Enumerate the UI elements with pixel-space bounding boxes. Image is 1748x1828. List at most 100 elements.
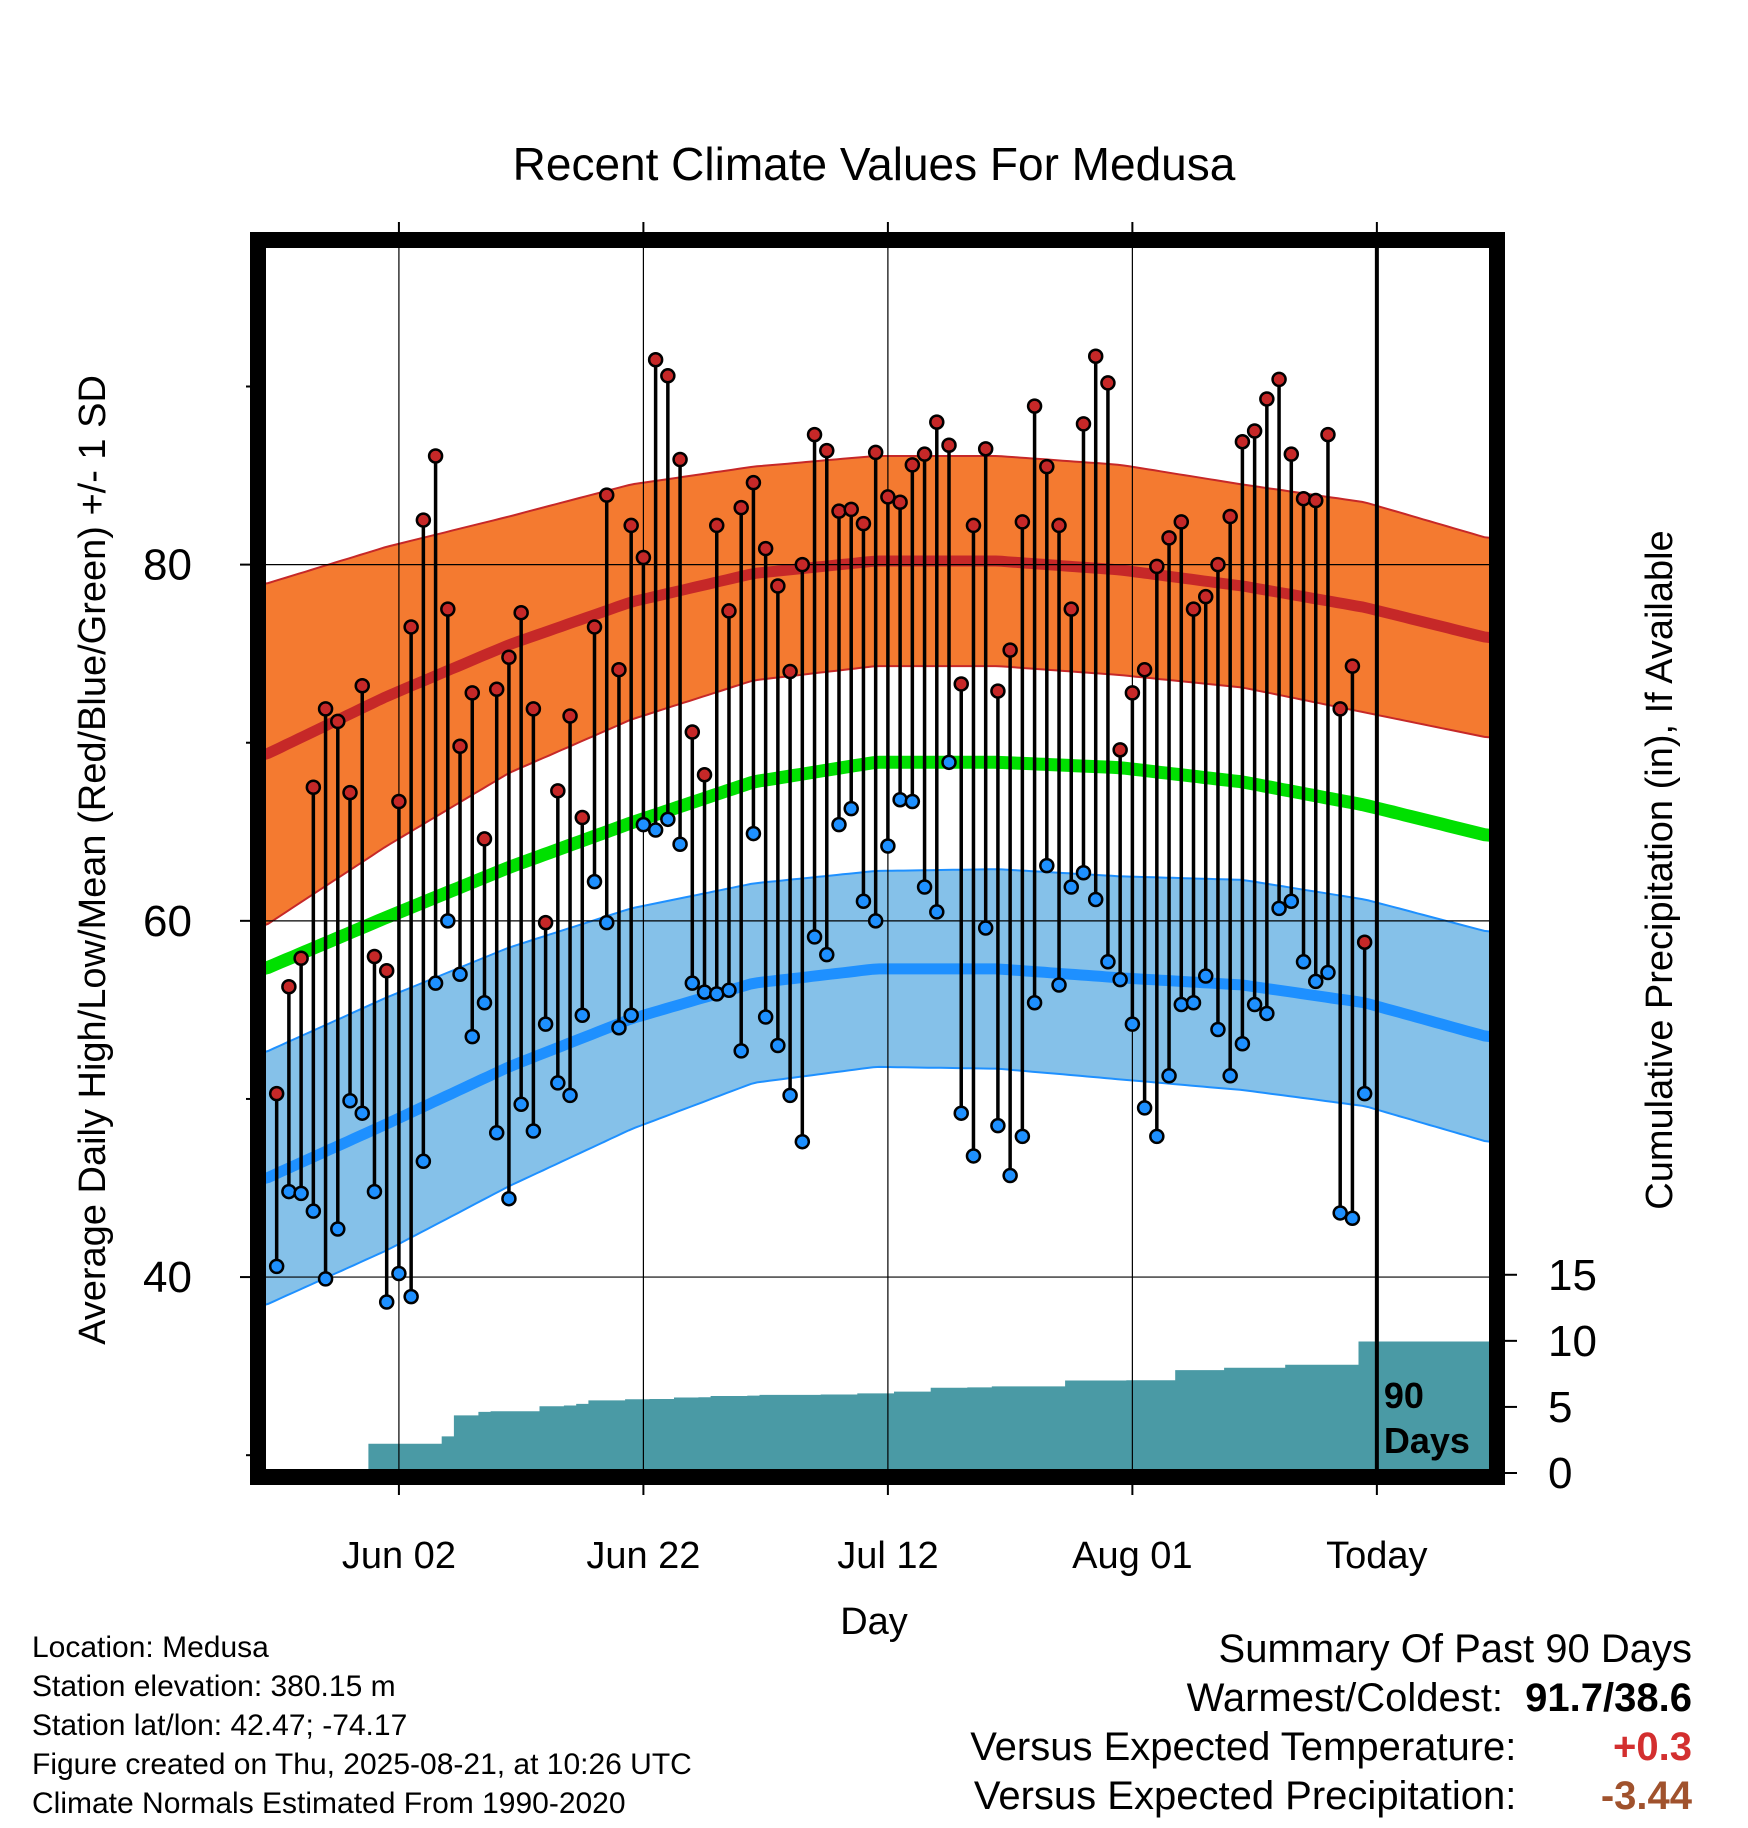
daily-high-point <box>929 414 945 430</box>
daily-high-point <box>1283 446 1300 462</box>
daily-high-point <box>708 517 725 534</box>
daily-low-point <box>1136 1100 1153 1116</box>
daily-high-point <box>586 619 603 635</box>
figure-created: Figure created on Thu, 2025-08-21, at 10… <box>32 1748 692 1781</box>
daily-high-point <box>354 677 370 694</box>
daily-high-point <box>843 501 859 518</box>
daily-high-point <box>831 503 847 519</box>
plot-frame <box>250 232 1505 1485</box>
daily-high-point <box>598 487 615 503</box>
daily-low-point <box>391 1265 407 1282</box>
daily-high-point <box>1014 514 1031 530</box>
daily-high-point <box>635 549 652 566</box>
daily-high-point <box>1234 433 1251 450</box>
daily-low-point <box>440 913 456 929</box>
temp-departure-label: Versus Expected Temperature: <box>970 1725 1517 1769</box>
daily-low-point <box>1210 1021 1226 1038</box>
daily-high-point <box>1210 556 1226 573</box>
daily-high-point <box>1124 685 1141 701</box>
daily-low-point <box>941 754 957 771</box>
daily-high-point <box>660 368 676 384</box>
daily-low-point <box>1283 893 1300 909</box>
daily-high-point <box>403 619 419 635</box>
daily-low-point <box>342 1092 358 1109</box>
daily-low-point <box>281 1183 297 1200</box>
daily-low-point <box>293 1185 309 1202</box>
daily-low-point <box>1161 1068 1177 1084</box>
daily-low-point <box>1051 977 1067 993</box>
daily-low-point <box>929 904 945 920</box>
y-tick-label: 60 <box>143 897 192 946</box>
y2-tick-label: 0 <box>1548 1449 1572 1498</box>
daily-low-point <box>721 982 737 999</box>
daily-low-point <box>1002 1167 1018 1184</box>
daily-low-point <box>464 1028 481 1045</box>
x-tick-label: Jun 02 <box>342 1535 456 1577</box>
y2-axis-label: Cumulative Precipitation (in), If Availa… <box>1639 530 1681 1209</box>
daily-high-point <box>1026 398 1043 414</box>
daily-high-point <box>1344 658 1361 674</box>
daily-low-point <box>855 893 872 909</box>
daily-low-point <box>806 929 823 945</box>
daily-low-point <box>965 1148 982 1164</box>
low-normal-band <box>262 868 1492 1307</box>
daily-high-point <box>330 713 346 730</box>
daily-high-point <box>867 444 884 461</box>
daily-high-point <box>782 663 798 680</box>
daily-low-point <box>647 822 664 838</box>
chart-title: Recent Climate Values For Medusa <box>513 138 1236 190</box>
daily-high-point <box>819 442 835 459</box>
daily-high-point <box>672 451 688 468</box>
daily-low-point <box>867 913 884 929</box>
today-marker-label: 90 <box>1384 1375 1424 1416</box>
daily-low-point <box>1344 1210 1361 1227</box>
daily-high-point <box>1259 391 1275 407</box>
daily-low-point <box>770 1037 786 1054</box>
daily-low-point <box>1332 1205 1348 1221</box>
daily-high-point <box>794 556 811 573</box>
daily-high-point <box>1039 458 1055 475</box>
daily-low-point <box>990 1117 1006 1134</box>
daily-low-point <box>1026 995 1043 1011</box>
daily-high-point <box>1332 701 1348 717</box>
daily-low-point <box>366 1183 383 1200</box>
daily-high-point <box>293 950 309 966</box>
daily-high-point <box>501 649 517 665</box>
daily-low-point <box>476 995 493 1011</box>
daily-low-point <box>696 984 713 1000</box>
daily-low-point <box>378 1294 395 1310</box>
x-tick-label: Jul 12 <box>837 1535 938 1577</box>
daily-low-point <box>1173 996 1190 1013</box>
daily-low-point <box>513 1096 529 1113</box>
daily-high-point <box>1075 416 1092 432</box>
daily-low-point <box>550 1075 566 1091</box>
daily-low-point <box>1100 954 1116 970</box>
daily-low-point <box>598 914 615 931</box>
daily-high-point <box>476 831 493 847</box>
daily-low-point <box>330 1221 346 1237</box>
daily-high-point <box>317 701 334 717</box>
daily-low-point <box>916 879 933 895</box>
daily-low-point <box>660 811 676 828</box>
daily-high-point <box>513 604 529 621</box>
daily-high-point <box>1320 426 1336 443</box>
daily-low-point <box>1112 971 1128 988</box>
daily-high-point <box>953 676 969 692</box>
daily-high-point <box>770 578 786 594</box>
daily-low-point <box>268 1258 285 1275</box>
daily-low-point <box>488 1125 505 1141</box>
temp-departure-value: +0.3 <box>1613 1725 1692 1769</box>
daily-high-point <box>1295 490 1312 507</box>
daily-high-point <box>1136 661 1153 678</box>
daily-high-point <box>1063 601 1080 617</box>
daily-low-point <box>782 1087 798 1104</box>
daily-low-point <box>757 1009 774 1025</box>
daily-high-point <box>1222 508 1238 525</box>
y-axis-label: Average Daily High/Low/Mean (Red/Blue/Gr… <box>72 375 114 1345</box>
daily-high-point <box>941 437 957 454</box>
daily-low-point <box>452 966 468 983</box>
daily-high-point <box>452 738 468 755</box>
daily-low-point <box>501 1190 517 1207</box>
